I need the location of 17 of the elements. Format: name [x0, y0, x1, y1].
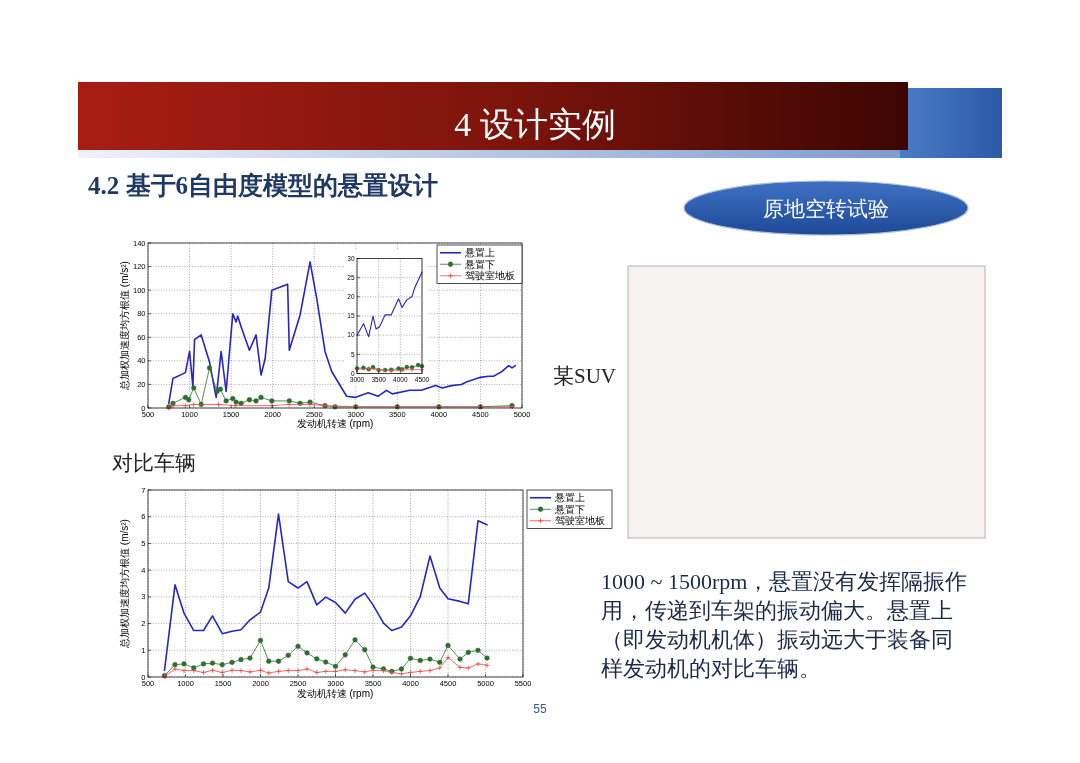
legend-label: 悬置下	[554, 503, 585, 515]
legend-label: 驾驶室地板	[465, 270, 515, 282]
y-axis-title: 总加权加速度均方根值 (m/s²)	[119, 261, 130, 391]
text: 某SUV	[553, 364, 617, 388]
legend-label: 悬置上	[464, 247, 495, 259]
chart-title: 对比车辆	[112, 451, 196, 475]
legend-label: 悬置下	[464, 258, 495, 270]
text: 4.2 基于6自由度模型的悬置设计	[88, 172, 438, 199]
legend-label: 驾驶室地板	[555, 515, 605, 527]
text: 1000 ~ 1500rpm，悬置没有发挥隔振作用，传递到车架的振动偏大。悬置上（即发动机机体）振动远大于装备同样发动机的对比车辆。	[601, 569, 968, 681]
x-axis-title: 发动机转速 (rpm)	[296, 418, 374, 429]
legend-label: 悬置上	[554, 492, 585, 504]
y-axis-title: 总加权加速度均方根值 (m/s²)	[119, 519, 130, 649]
x-axis-title: 发动机转速 (rpm)	[296, 688, 374, 699]
text: 原地空转试验	[763, 197, 889, 221]
text: 4 设计实例	[454, 106, 616, 143]
text: 55	[533, 702, 547, 716]
